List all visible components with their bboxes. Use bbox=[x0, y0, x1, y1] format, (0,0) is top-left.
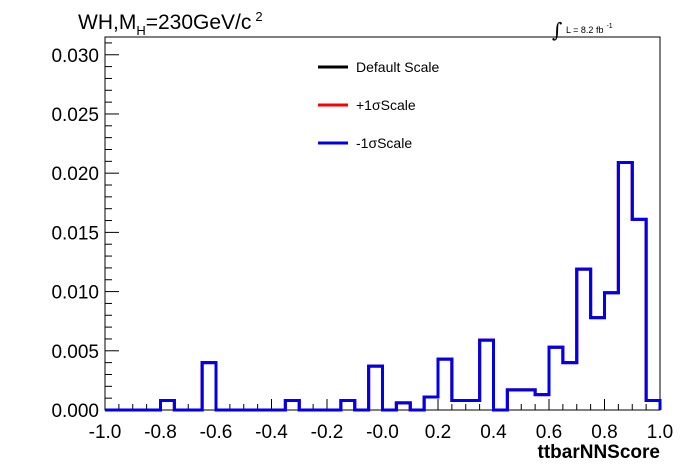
x-tick-label: 0.8 bbox=[591, 422, 617, 443]
y-tick-label: 0.005 bbox=[51, 342, 99, 363]
legend: Default Scale +1σScale -1σScale bbox=[318, 59, 439, 151]
series-line-2 bbox=[105, 161, 662, 412]
x-tick-label: -0.4 bbox=[255, 422, 288, 443]
y-tick-label: 0.025 bbox=[51, 105, 99, 126]
integral-symbol: ∫ bbox=[552, 18, 562, 42]
histogram-series bbox=[105, 161, 662, 412]
luminosity-exponent: -1 bbox=[606, 23, 612, 30]
luminosity-text: L = 8.2 fb bbox=[566, 25, 603, 35]
x-tick-label: 0.4 bbox=[480, 422, 507, 443]
x-tick-label: -0.0 bbox=[366, 422, 399, 443]
x-tick-label: 0.2 bbox=[425, 422, 451, 443]
chart-title: WH,MH=230GeV/c 2 bbox=[78, 9, 263, 38]
x-tick-label: -1.0 bbox=[89, 422, 122, 443]
y-tick-label: 0.030 bbox=[51, 46, 99, 67]
svg-text:L = 8.2 fb-1: L = 8.2 fb -1 bbox=[566, 23, 613, 35]
x-tick-label: 0.6 bbox=[536, 422, 562, 443]
legend-label: Default Scale bbox=[356, 59, 439, 75]
y-axis: 0.000 0.005 0.010 0.015 0.020 0.025 0.030 bbox=[51, 42, 119, 422]
y-tick-label: 0.010 bbox=[51, 283, 99, 304]
luminosity-label: ∫ L = 8.2 fb -1 bbox=[552, 18, 613, 42]
y-tick-label: 0.015 bbox=[51, 223, 99, 244]
y-tick-label: 0.000 bbox=[51, 401, 99, 422]
x-axis-label: ttbarNNScore bbox=[538, 442, 660, 463]
x-tick-label: 1.0 bbox=[647, 422, 673, 443]
legend-label: -1σScale bbox=[356, 135, 412, 151]
x-tick-label: -0.8 bbox=[144, 422, 177, 443]
x-tick-label: -0.2 bbox=[311, 422, 344, 443]
legend-label: +1σScale bbox=[356, 97, 416, 113]
y-tick-label: 0.020 bbox=[51, 164, 99, 185]
x-tick-label: -0.6 bbox=[200, 422, 233, 443]
x-axis: -1.0 -0.8 -0.6 -0.4 -0.2 -0.0 0.2 0.4 0.6 0.8 1.0 bbox=[89, 399, 673, 443]
